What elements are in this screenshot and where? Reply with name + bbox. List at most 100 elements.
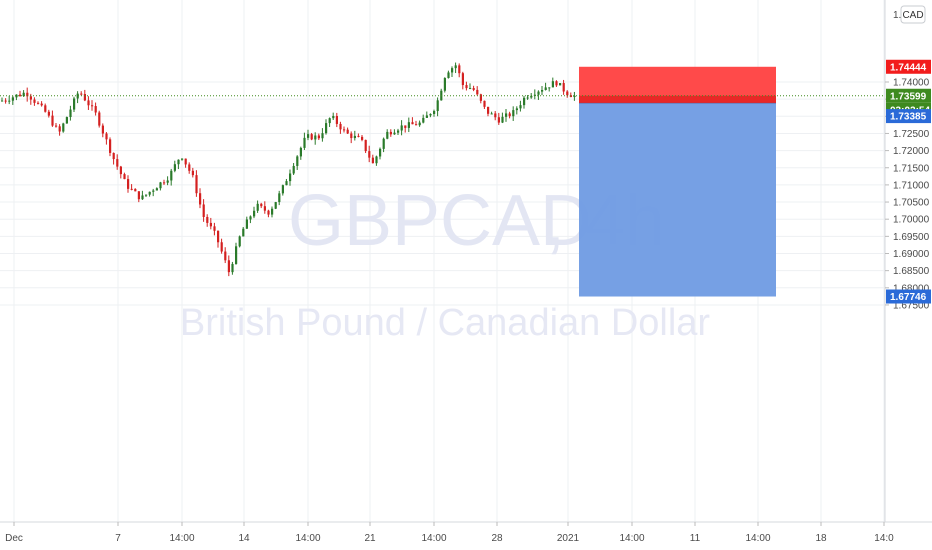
candle-body [4, 100, 7, 102]
candle-body [469, 88, 472, 90]
candle-body [263, 206, 266, 211]
candle-body [278, 193, 281, 203]
candle-body [137, 191, 140, 200]
time-axis[interactable]: Dec 7 14:00 14 14:00 21 14:00 28 2021 14:00 11 14:0… [0, 521, 932, 544]
take-profit-tag-box [886, 289, 931, 304]
candle-body [299, 147, 302, 157]
candle-body [339, 123, 342, 130]
candle-body [415, 124, 418, 126]
candle-body [494, 113, 497, 118]
y-tick-label: 1.68000 [893, 283, 930, 294]
candle-body [335, 115, 338, 124]
candle-body [55, 125, 58, 127]
candle-body [231, 263, 234, 273]
candle-body [134, 189, 137, 192]
candle-body [425, 115, 428, 118]
candle-body [551, 81, 554, 88]
last-price-tag: 1.73599 [890, 91, 927, 102]
candle-body [202, 204, 205, 217]
candle-body [321, 133, 324, 139]
candle-body [109, 139, 112, 153]
x-tick-label: 28 [491, 533, 503, 544]
y-tick-label: 1.71500 [893, 163, 930, 174]
candle-body [130, 188, 133, 190]
candle-body [487, 106, 490, 114]
take-profit-zone[interactable] [579, 103, 776, 297]
candle-body [253, 210, 256, 217]
candle-body [375, 156, 378, 164]
candle-body [220, 242, 223, 252]
candle-body [317, 135, 320, 139]
watermark-description: British Pound / Canadian Dollar [180, 302, 711, 344]
candle-body [177, 159, 180, 165]
candle-body [411, 122, 414, 125]
candle-body [238, 236, 241, 247]
candle-body [62, 123, 65, 132]
candle-body [235, 246, 238, 264]
candle-body [451, 68, 454, 73]
candle-body [155, 188, 158, 191]
candle-body [73, 98, 76, 110]
candle-body [515, 108, 518, 111]
currency-badge-box[interactable] [900, 5, 926, 24]
candle-body [199, 193, 202, 205]
candle-body [541, 90, 544, 92]
candle-body [562, 83, 565, 92]
candle-body [173, 164, 176, 171]
candle-body [407, 122, 410, 128]
candle-body [523, 97, 526, 106]
candle-body [505, 113, 508, 117]
take-profit-tag: 1.67746 [890, 292, 927, 303]
candle-body [29, 96, 32, 100]
candle-body [508, 113, 511, 117]
candle-body [310, 134, 313, 140]
candle-body [123, 174, 126, 180]
candle-body [91, 105, 94, 107]
candle-body [11, 97, 14, 101]
candles [1, 62, 576, 277]
y-tick-label: 1.71000 [893, 180, 930, 191]
candle-body [400, 125, 403, 131]
candle-body [465, 85, 468, 89]
candle-body [19, 94, 22, 96]
candle-body [206, 216, 209, 223]
last-price-tag-box [886, 88, 931, 103]
candle-body [382, 138, 385, 149]
candle-body [332, 115, 335, 119]
candle-body [285, 181, 288, 186]
candle-body [314, 135, 317, 140]
candle-body [325, 123, 328, 134]
candle-body [386, 131, 389, 139]
position-zones[interactable] [579, 66, 776, 297]
y-tick-label: 1.68500 [893, 266, 930, 277]
y-tick-label: 1.70500 [893, 198, 930, 209]
candle-body [379, 148, 382, 157]
stop-loss-tag-box [886, 59, 931, 74]
current-pnl-zone [579, 95, 776, 104]
y-tick-label: 1.74000 [893, 78, 930, 89]
entry-tag-box [886, 109, 931, 124]
candle-body [256, 203, 259, 211]
candle-body [353, 135, 356, 139]
candle-body [116, 159, 119, 167]
x-tick-label: 18 [815, 533, 827, 544]
price-axis[interactable]: 1.740001.735001.730001.725001.720001.715… [884, 0, 930, 522]
candle-body [58, 126, 61, 132]
y-tick-label: 1.72000 [893, 146, 930, 157]
currency-badge[interactable]: CAD [900, 5, 926, 24]
candle-body [274, 202, 277, 209]
candle-body [65, 117, 68, 124]
x-tick-label: 11 [690, 533, 701, 544]
candle-body [530, 95, 533, 98]
candle-body [458, 65, 461, 74]
candle-body [80, 93, 83, 95]
candle-body [145, 194, 148, 196]
candle-body [537, 91, 540, 95]
candle-body [393, 132, 396, 135]
candle-body [483, 100, 486, 107]
x-tick-label: 14:0 [874, 533, 894, 544]
candle-body [479, 94, 482, 101]
y-tick-label: 1.69500 [893, 232, 930, 243]
